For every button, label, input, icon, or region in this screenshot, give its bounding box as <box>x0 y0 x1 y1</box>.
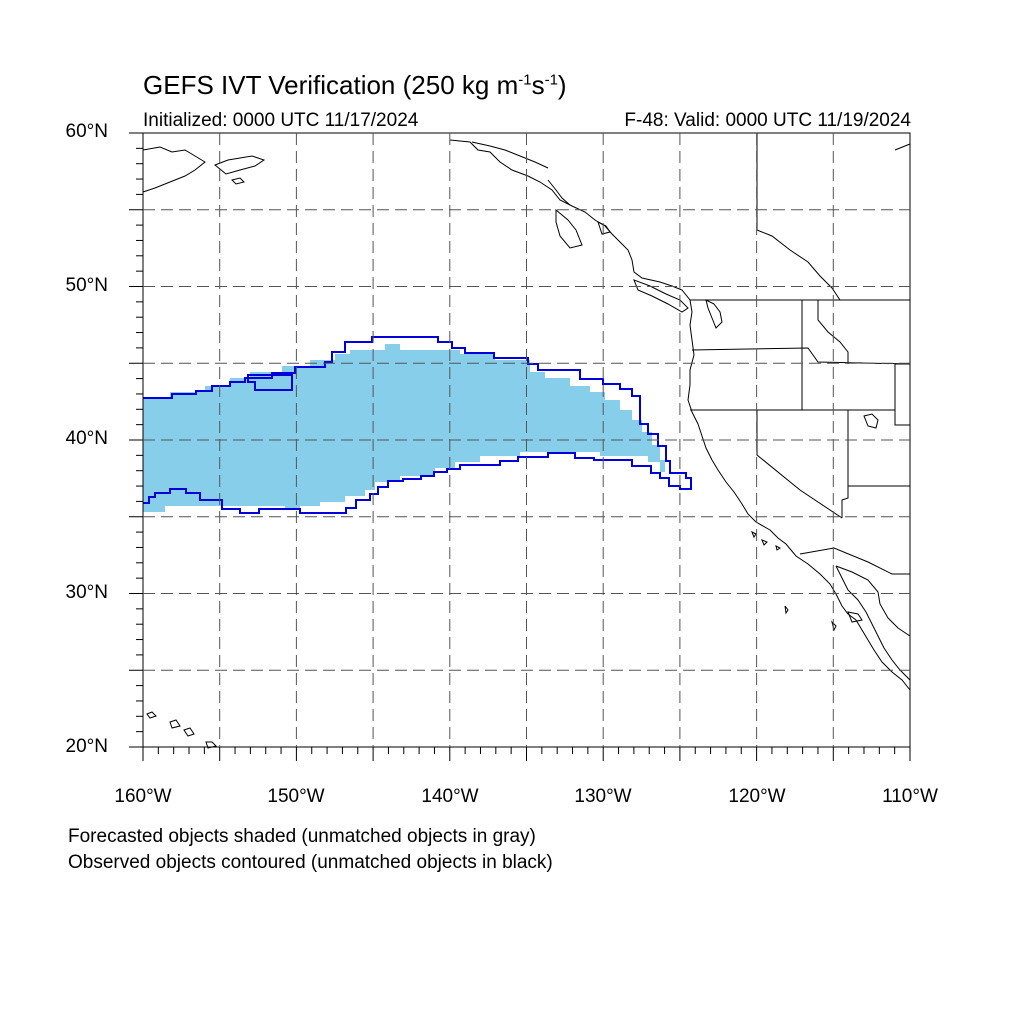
lon-label-110w: 110°W <box>882 786 938 807</box>
lon-label-160w: 160°W <box>114 786 172 807</box>
lat-label-60n: 60°N <box>65 121 108 142</box>
observed-ivt-contour-notch <box>247 374 293 391</box>
forecast-note: Forecasted objects shaded (unmatched obj… <box>68 826 536 847</box>
axis-ticks <box>129 132 911 761</box>
init-time-label: Initialized: 0000 UTC 11/17/2024 <box>143 110 419 131</box>
map-title: GEFS IVT Verification (250 kg m-1s-1) <box>143 70 567 100</box>
lon-label-120w: 120°W <box>728 786 786 807</box>
lat-label-50n: 50°N <box>65 275 108 296</box>
forecast-ivt-object <box>143 344 665 512</box>
lat-label-20n: 20°N <box>65 736 108 757</box>
lon-label-130w: 130°W <box>574 786 632 807</box>
lat-lon-grid <box>143 133 910 747</box>
political-borders <box>690 133 911 575</box>
observed-note: Observed objects contoured (unmatched ob… <box>68 852 553 873</box>
lon-label-140w: 140°W <box>421 786 479 807</box>
coastlines <box>142 139 911 749</box>
lat-label-40n: 40°N <box>65 428 108 449</box>
valid-time-label: F-48: Valid: 0000 UTC 11/19/2024 <box>624 110 911 131</box>
lat-label-30n: 30°N <box>65 582 108 603</box>
observed-ivt-contour <box>143 336 692 514</box>
lon-label-150w: 150°W <box>267 786 325 807</box>
